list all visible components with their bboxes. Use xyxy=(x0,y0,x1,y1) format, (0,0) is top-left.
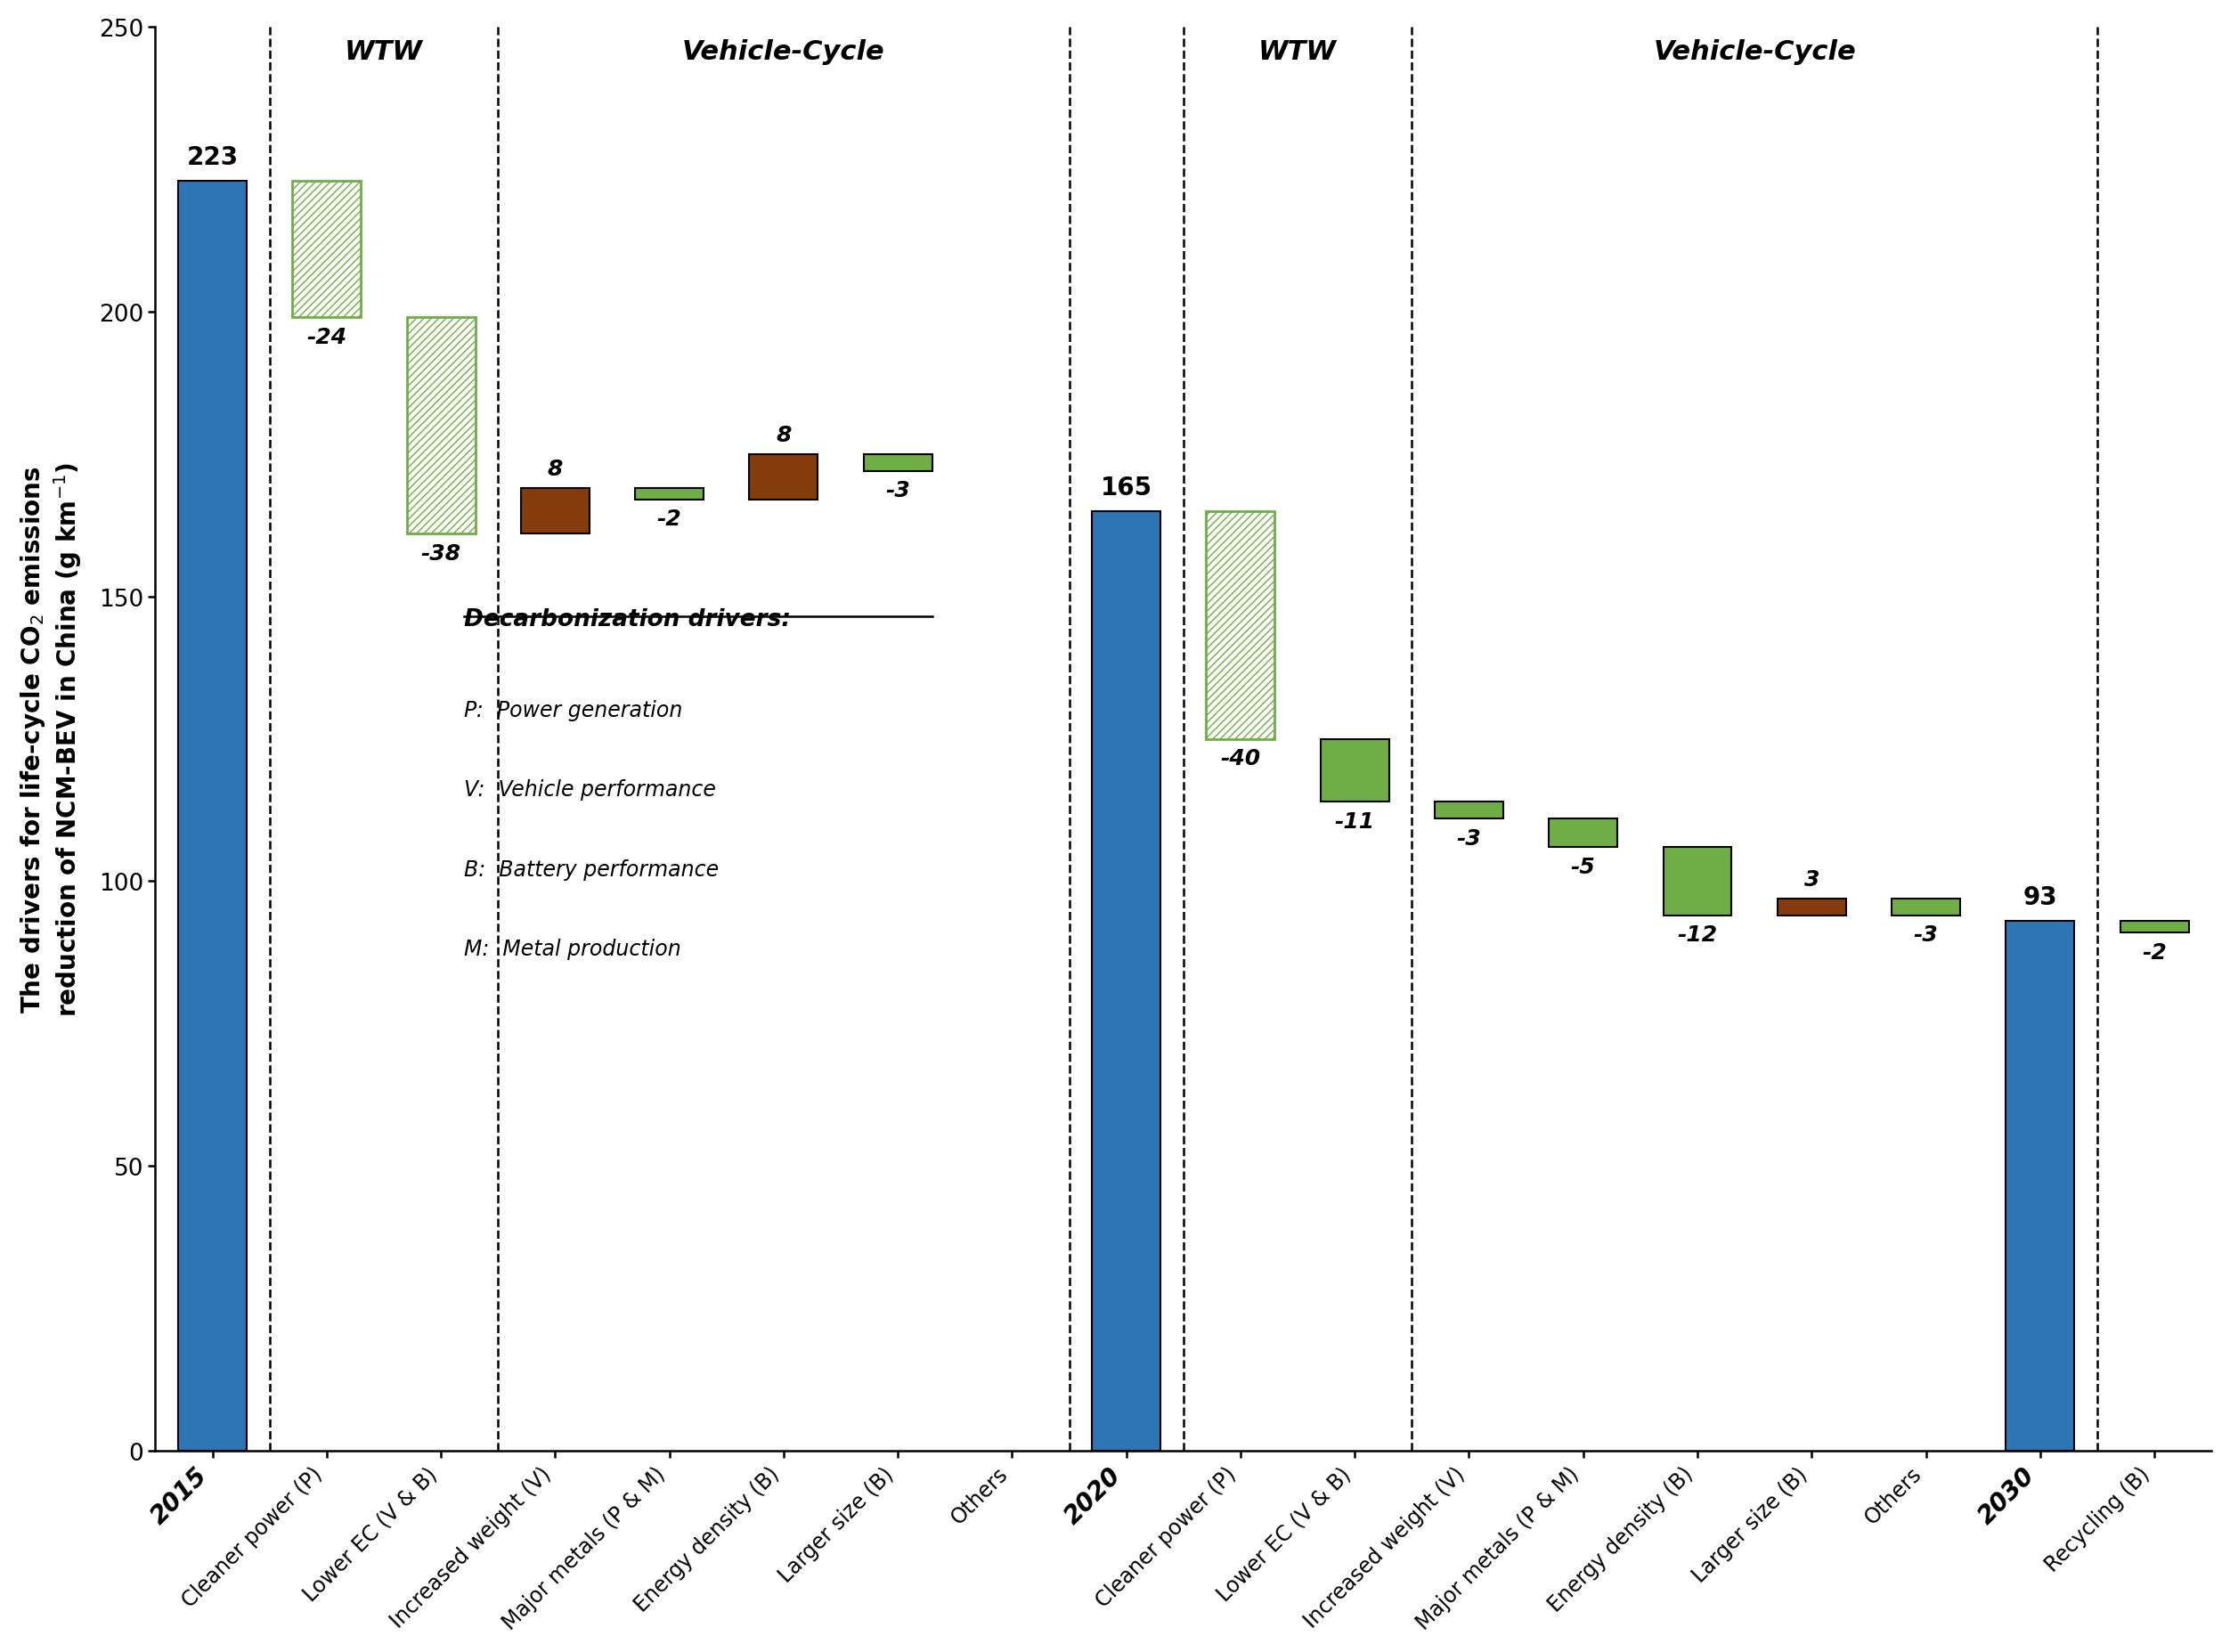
Text: -3: -3 xyxy=(1913,925,1938,945)
Text: -11: -11 xyxy=(1334,811,1376,833)
Bar xyxy=(178,182,248,1450)
Bar xyxy=(522,489,589,534)
Text: Decarbonization drivers:: Decarbonization drivers: xyxy=(464,608,789,631)
Text: WTW: WTW xyxy=(346,40,424,64)
Text: 8: 8 xyxy=(546,459,562,481)
Bar xyxy=(2005,922,2074,1450)
Text: M:  Metal production: M: Metal production xyxy=(464,938,680,960)
Bar xyxy=(292,182,361,317)
Bar xyxy=(1891,899,1960,915)
Text: 3: 3 xyxy=(1804,869,1820,890)
Text: -5: -5 xyxy=(1570,856,1594,877)
Y-axis label: The drivers for life-cycle CO$_2$ emissions
reduction of NCM-BEV in China (g km$: The drivers for life-cycle CO$_2$ emissi… xyxy=(18,463,85,1016)
Text: 223: 223 xyxy=(187,145,239,170)
Text: 93: 93 xyxy=(2023,885,2058,910)
Text: -12: -12 xyxy=(1677,925,1717,945)
Bar xyxy=(1434,801,1503,819)
Text: -2: -2 xyxy=(2143,942,2168,963)
Bar xyxy=(2121,922,2188,933)
Text: 8: 8 xyxy=(776,425,792,446)
Text: -3: -3 xyxy=(1456,828,1481,849)
Bar xyxy=(1664,847,1733,915)
Bar xyxy=(1206,512,1276,738)
Bar xyxy=(1550,819,1617,847)
Text: -38: -38 xyxy=(421,544,462,565)
Text: -3: -3 xyxy=(885,481,910,502)
Text: 165: 165 xyxy=(1099,476,1153,501)
Bar xyxy=(863,454,932,471)
Bar xyxy=(1093,512,1160,1450)
Bar xyxy=(406,317,475,534)
Text: -24: -24 xyxy=(306,327,348,349)
Text: WTW: WTW xyxy=(1258,40,1336,64)
Text: V:  Vehicle performance: V: Vehicle performance xyxy=(464,780,716,801)
Text: Vehicle-Cycle: Vehicle-Cycle xyxy=(1652,40,1855,64)
Bar xyxy=(1320,738,1389,801)
Bar xyxy=(749,454,818,501)
Text: P:  Power generation: P: Power generation xyxy=(464,699,682,720)
Text: -2: -2 xyxy=(658,509,682,530)
Text: Vehicle-Cycle: Vehicle-Cycle xyxy=(682,40,885,64)
Bar xyxy=(636,489,705,501)
Text: -40: -40 xyxy=(1220,748,1260,770)
Bar xyxy=(1777,899,1846,915)
Text: B:  Battery performance: B: Battery performance xyxy=(464,859,718,881)
